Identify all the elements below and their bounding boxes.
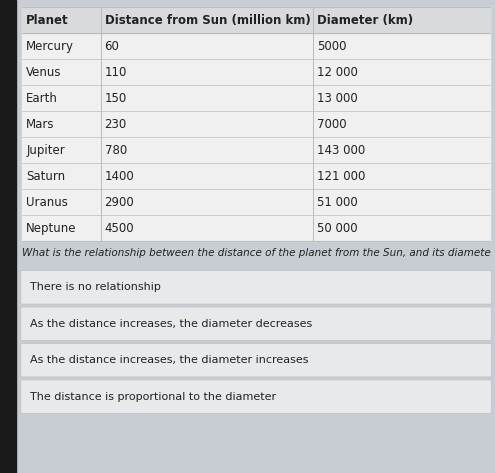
Text: 150: 150 [104, 92, 127, 105]
Text: 12 000: 12 000 [317, 66, 358, 79]
Text: 4500: 4500 [104, 222, 134, 235]
Text: Distance from Sun (million km): Distance from Sun (million km) [104, 14, 310, 26]
Text: 5000: 5000 [317, 40, 346, 53]
Text: 60: 60 [104, 40, 119, 53]
Text: 230: 230 [104, 118, 127, 131]
Text: 13 000: 13 000 [317, 92, 358, 105]
FancyBboxPatch shape [21, 307, 492, 341]
Text: 7000: 7000 [317, 118, 346, 131]
Text: 121 000: 121 000 [317, 170, 365, 183]
Text: 780: 780 [104, 144, 127, 157]
Text: Planet: Planet [26, 14, 69, 26]
Text: Earth: Earth [26, 92, 58, 105]
Text: Neptune: Neptune [26, 222, 77, 235]
FancyBboxPatch shape [21, 343, 492, 377]
FancyBboxPatch shape [21, 380, 492, 413]
Text: Diameter (km): Diameter (km) [317, 14, 413, 26]
Text: As the distance increases, the diameter increases: As the distance increases, the diameter … [30, 355, 308, 365]
Bar [0, 0, 16, 473]
Text: Mars: Mars [26, 118, 55, 131]
Text: There is no relationship: There is no relationship [30, 282, 160, 292]
Text: Uranus: Uranus [26, 196, 68, 209]
Text: The distance is proportional to the diameter: The distance is proportional to the diam… [30, 392, 276, 402]
Text: Mercury: Mercury [26, 40, 74, 53]
Text: 1400: 1400 [104, 170, 134, 183]
Text: Jupiter: Jupiter [26, 144, 65, 157]
Bar [22, 7, 490, 33]
Text: Saturn: Saturn [26, 170, 65, 183]
Text: 51 000: 51 000 [317, 196, 358, 209]
Text: 2900: 2900 [104, 196, 134, 209]
Text: 110: 110 [104, 66, 127, 79]
Text: As the distance increases, the diameter decreases: As the distance increases, the diameter … [30, 319, 312, 329]
Text: 143 000: 143 000 [317, 144, 365, 157]
Text: What is the relationship between the distance of the planet from the Sun, and it: What is the relationship between the dis… [22, 248, 491, 258]
Text: Venus: Venus [26, 66, 62, 79]
FancyBboxPatch shape [21, 271, 492, 304]
Text: 50 000: 50 000 [317, 222, 358, 235]
Bar [22, 7, 490, 241]
